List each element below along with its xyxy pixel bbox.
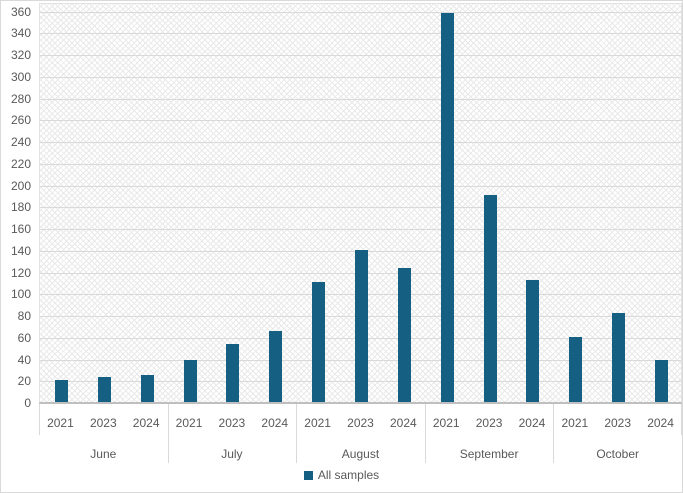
category-separator bbox=[681, 403, 682, 435]
y-axis-tick-label: 200 bbox=[10, 178, 31, 193]
category-separator bbox=[425, 403, 426, 463]
x-axis-month-label: September bbox=[459, 447, 519, 461]
bar-august-2021 bbox=[312, 282, 326, 402]
x-axis-year-label: 2021 bbox=[304, 416, 331, 430]
bar-july-2021 bbox=[183, 359, 197, 402]
y-axis-tick-label: 0 bbox=[24, 396, 31, 410]
bar-august-2023 bbox=[355, 249, 368, 402]
bar-september-2021 bbox=[440, 12, 454, 402]
y-axis-tick-label: 80 bbox=[17, 309, 31, 324]
y-axis-tick-label: 20 bbox=[17, 374, 31, 389]
y-axis-tick-label: 40 bbox=[17, 352, 31, 367]
gridline bbox=[40, 76, 681, 78]
x-axis-month-label: October bbox=[596, 447, 640, 461]
x-axis-month-label: August bbox=[341, 447, 380, 461]
x-axis-year-label: 2021 bbox=[175, 416, 203, 430]
x-axis-year-label: 2021 bbox=[561, 416, 589, 430]
y-axis-tick-label: 360 bbox=[10, 4, 31, 19]
y-axis-tick-label: 120 bbox=[10, 265, 31, 280]
gridline bbox=[40, 229, 681, 231]
gridline bbox=[40, 55, 681, 57]
bar-june-2024 bbox=[140, 374, 154, 402]
y-axis-tick-label: 280 bbox=[10, 91, 31, 106]
x-axis-year-label: 2021 bbox=[47, 416, 74, 430]
category-separator bbox=[296, 403, 297, 463]
y-axis-tick-label: 300 bbox=[10, 69, 31, 84]
y-axis-tick-label: 60 bbox=[17, 330, 31, 345]
plot-area bbox=[39, 3, 682, 403]
gridline bbox=[40, 142, 681, 144]
y-axis-tick-label: 260 bbox=[10, 113, 31, 128]
y-axis-tick-label: 340 bbox=[10, 26, 31, 41]
legend-label: All samples bbox=[317, 468, 380, 482]
bar-october-2021 bbox=[569, 336, 583, 402]
x-axis-year-label: 2023 bbox=[347, 416, 374, 430]
category-separator bbox=[39, 403, 40, 435]
x-axis-year-label: 2024 bbox=[261, 416, 289, 430]
bar-october-2023 bbox=[612, 312, 626, 402]
legend: All samples bbox=[1, 468, 682, 482]
x-axis-month-label: June bbox=[90, 447, 117, 461]
x-axis-month-label: July bbox=[221, 447, 243, 461]
y-axis-tick-label: 100 bbox=[10, 287, 31, 302]
bar-july-2024 bbox=[269, 331, 283, 402]
x-axis-year-label: 2021 bbox=[432, 416, 460, 430]
gridline bbox=[40, 185, 681, 187]
category-separator bbox=[553, 403, 554, 463]
gridline bbox=[40, 163, 681, 165]
bar-july-2023 bbox=[226, 344, 240, 402]
bar-october-2024 bbox=[655, 359, 669, 402]
y-axis-tick-label: 180 bbox=[10, 200, 31, 215]
gridline bbox=[40, 98, 681, 100]
gridline bbox=[40, 33, 681, 35]
x-axis-year-label: 2024 bbox=[518, 416, 546, 430]
category-separator bbox=[168, 403, 169, 463]
bar-june-2023 bbox=[97, 377, 111, 402]
y-axis-tick-label: 220 bbox=[10, 156, 31, 171]
y-axis-tick-label: 320 bbox=[10, 48, 31, 63]
x-axis-year-label: 2024 bbox=[390, 416, 417, 430]
x-axis-year-label: 2023 bbox=[89, 416, 117, 430]
x-axis-line bbox=[39, 403, 682, 404]
x-axis-year-label: 2023 bbox=[604, 416, 632, 430]
legend-marker-icon bbox=[303, 470, 313, 480]
bar-september-2023 bbox=[483, 195, 497, 402]
y-axis-tick-label: 240 bbox=[10, 135, 31, 150]
bar-june-2021 bbox=[54, 380, 68, 402]
x-axis-year-label: 2023 bbox=[475, 416, 503, 430]
y-axis-tick-label: 160 bbox=[10, 222, 31, 237]
gridline bbox=[40, 120, 681, 122]
gridline bbox=[40, 207, 681, 209]
x-axis-year-label: 2024 bbox=[132, 416, 160, 430]
gridline bbox=[40, 11, 681, 13]
x-axis-year-label: 2023 bbox=[218, 416, 246, 430]
y-axis-tick-label: 140 bbox=[10, 243, 31, 258]
bar-september-2024 bbox=[526, 280, 540, 402]
bar-august-2024 bbox=[397, 268, 411, 402]
x-axis-year-label: 2024 bbox=[647, 416, 674, 430]
